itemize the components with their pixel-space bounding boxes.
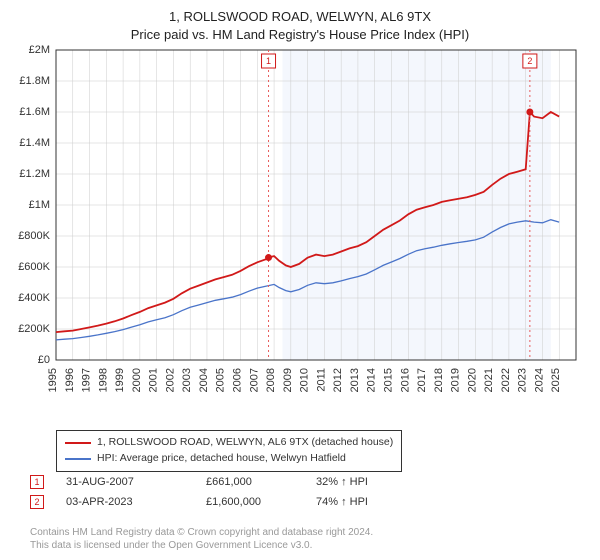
transaction-marker: 2	[30, 495, 44, 509]
svg-text:2023: 2023	[517, 368, 529, 392]
svg-text:2005: 2005	[215, 368, 227, 392]
svg-text:£1.2M: £1.2M	[19, 168, 50, 180]
svg-text:2014: 2014	[366, 368, 378, 392]
svg-text:2012: 2012	[332, 368, 344, 392]
legend-swatch	[65, 442, 91, 444]
svg-text:1996: 1996	[64, 368, 76, 392]
svg-text:1999: 1999	[114, 368, 126, 392]
svg-text:£1M: £1M	[29, 199, 50, 211]
svg-text:2: 2	[527, 56, 532, 66]
title-line2: Price paid vs. HM Land Registry's House …	[0, 26, 600, 44]
svg-text:2015: 2015	[382, 368, 394, 392]
transaction-table: 1 31-AUG-2007£661,00032% ↑ HPI 2 03-APR-202…	[30, 472, 426, 512]
svg-text:£200K: £200K	[18, 323, 50, 335]
svg-text:1998: 1998	[97, 368, 109, 392]
svg-text:2007: 2007	[248, 368, 260, 392]
svg-text:2004: 2004	[198, 368, 210, 392]
svg-text:£1.6M: £1.6M	[19, 106, 50, 118]
svg-text:2003: 2003	[181, 368, 193, 392]
legend: 1, ROLLSWOOD ROAD, WELWYN, AL6 9TX (deta…	[56, 430, 402, 472]
transaction-row: 1 31-AUG-2007£661,00032% ↑ HPI	[30, 472, 426, 492]
chart-area: £0 £200K £400K £600K £800K £1M £1.2M £1.4M £1.6M…	[0, 44, 600, 424]
svg-text:2010: 2010	[299, 368, 311, 392]
legend-item: HPI: Average price, detached house, Welw…	[65, 451, 393, 467]
svg-text:2009: 2009	[282, 368, 294, 392]
transaction-date: 03-APR-2023	[66, 496, 206, 508]
legend-swatch	[65, 458, 91, 460]
transaction-date: 31-AUG-2007	[66, 476, 206, 488]
svg-text:1: 1	[266, 56, 271, 66]
svg-text:2021: 2021	[483, 368, 495, 392]
svg-text:1995: 1995	[47, 368, 59, 392]
footer-line2: This data is licensed under the Open Gov…	[30, 539, 373, 552]
transaction-row: 2 03-APR-2023£1,600,00074% ↑ HPI	[30, 492, 426, 512]
svg-text:£400K: £400K	[18, 292, 50, 304]
footer-attribution: Contains HM Land Registry data © Crown c…	[30, 526, 373, 552]
svg-text:£1.4M: £1.4M	[19, 137, 50, 149]
transaction-delta: 74% ↑ HPI	[316, 496, 426, 508]
legend-label: HPI: Average price, detached house, Welw…	[97, 451, 346, 467]
svg-text:2002: 2002	[164, 368, 176, 392]
title-line1: 1, ROLLSWOOD ROAD, WELWYN, AL6 9TX	[0, 8, 600, 26]
svg-text:2006: 2006	[232, 368, 244, 392]
svg-text:2001: 2001	[148, 368, 160, 392]
transaction-price: £1,600,000	[206, 496, 316, 508]
svg-text:2011: 2011	[315, 368, 327, 392]
svg-text:2017: 2017	[416, 368, 428, 392]
legend-label: 1, ROLLSWOOD ROAD, WELWYN, AL6 9TX (deta…	[97, 435, 393, 451]
svg-text:2016: 2016	[399, 368, 411, 392]
svg-text:£600K: £600K	[18, 261, 50, 273]
legend-item: 1, ROLLSWOOD ROAD, WELWYN, AL6 9TX (deta…	[65, 435, 393, 451]
svg-text:£800K: £800K	[18, 230, 50, 242]
svg-text:2022: 2022	[500, 368, 512, 392]
svg-text:£2M: £2M	[29, 44, 50, 56]
chart-svg: £0 £200K £400K £600K £800K £1M £1.2M £1.4M £1.6M…	[0, 44, 600, 424]
svg-text:2024: 2024	[533, 368, 545, 392]
transaction-price: £661,000	[206, 476, 316, 488]
svg-text:2000: 2000	[131, 368, 143, 392]
svg-text:2025: 2025	[550, 368, 562, 392]
footer-line1: Contains HM Land Registry data © Crown c…	[30, 526, 373, 539]
svg-text:2008: 2008	[265, 368, 277, 392]
svg-text:£0: £0	[38, 354, 50, 366]
transaction-marker: 1	[30, 475, 44, 489]
transaction-delta: 32% ↑ HPI	[316, 476, 426, 488]
chart-title: 1, ROLLSWOOD ROAD, WELWYN, AL6 9TX Price…	[0, 0, 600, 43]
svg-text:2019: 2019	[450, 368, 462, 392]
svg-text:1997: 1997	[81, 368, 93, 392]
svg-text:2018: 2018	[433, 368, 445, 392]
svg-text:£1.8M: £1.8M	[19, 75, 50, 87]
svg-text:2013: 2013	[349, 368, 361, 392]
svg-text:2020: 2020	[466, 368, 478, 392]
